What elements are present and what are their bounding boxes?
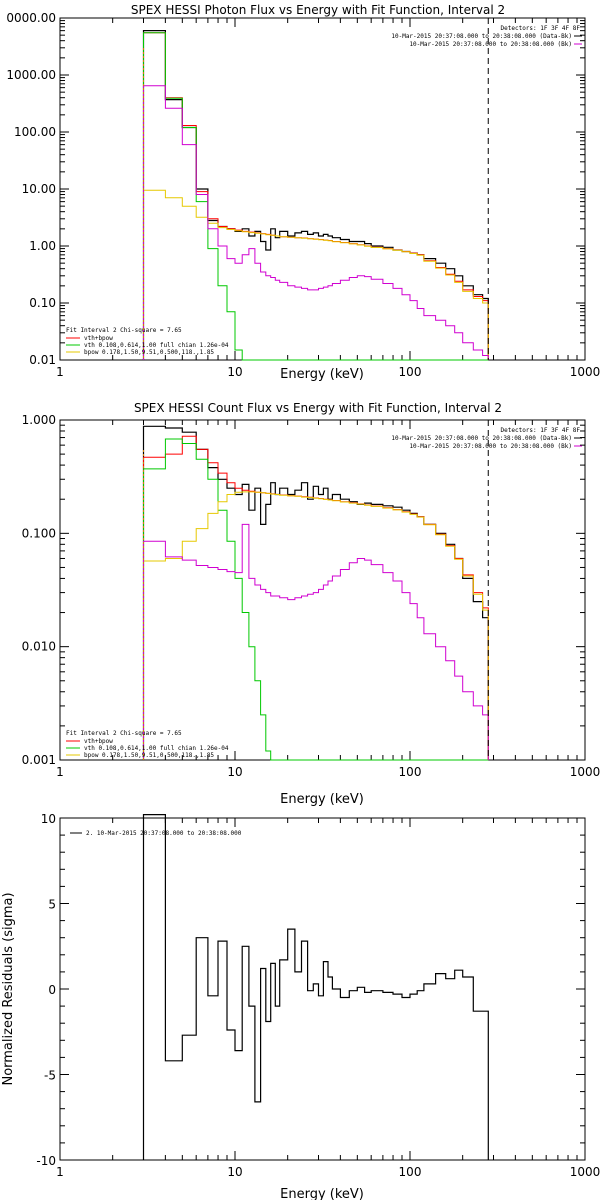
residuals-panel: 1 10 100 1000 -10 -5 0 5 10 Energy (keV) Normali…: [1, 812, 600, 1200]
series-bk: [143, 85, 489, 360]
tick-group: 1 10 100 1000 -10 -5 0 5 10: [36, 812, 600, 1179]
legend-line: 2. 10-Mar-2015 20:37:08.000 to 20:38:08.…: [86, 830, 242, 837]
y-tick-label: -10: [36, 1154, 56, 1168]
x-axis-label: Energy (keV): [280, 1187, 364, 1200]
y-tick-label: 0.01: [29, 353, 56, 367]
legend-line: 10-Mar-2015 20:37:08.000 to 20:38:08.000…: [391, 435, 572, 442]
fit-range-lines: [142, 420, 489, 760]
y-tick-label: 100.00: [14, 125, 56, 139]
series-data-bk: [142, 30, 489, 360]
x-tick-label: 1: [56, 365, 64, 379]
x-axis-label: Energy (keV): [280, 367, 364, 382]
y-tick-label: 1.00: [29, 239, 56, 253]
legend-bottom-left: Fit Interval 2 Chi-square = 7.65 vth+bpo…: [66, 327, 229, 356]
y-tick-label: 0.001: [22, 753, 56, 767]
legend-line: vth+bpow: [84, 738, 113, 745]
legend-line: vth 0.108,0.614,1.00 full chian 1.26e-04: [84, 342, 229, 349]
y-tick-label: 1000.00: [6, 68, 56, 82]
legend-top-right: Detectors: 1F 3F 4F 8F 10-Mar-2015 20:37…: [391, 427, 582, 450]
legend-line: 10-Mar-2015 20:37:08.000 to 20:38:08.000…: [409, 41, 572, 48]
panel-title: SPEX HESSI Count Flux vs Energy with Fit…: [134, 401, 502, 415]
y-tick-label: 0.100: [22, 526, 56, 540]
x-tick-label: 1: [56, 765, 64, 779]
series-vth: [143, 32, 489, 361]
y-tick-label: 10: [41, 812, 56, 826]
legend-line: 10-Mar-2015 20:37:08.000 to 20:38:08.000…: [391, 33, 572, 40]
series-bk: [143, 523, 489, 760]
legend-top-left: 2. 10-Mar-2015 20:37:08.000 to 20:38:08.…: [70, 830, 242, 837]
y-tick-label: 10.00: [22, 182, 56, 196]
x-tick-label: 1000: [570, 1165, 600, 1179]
series-group: [142, 30, 489, 361]
legend-line: Fit Interval 2 Chi-square = 7.65: [66, 327, 182, 334]
photon-flux-panel: SPEX HESSI Photon Flux vs Energy with Fi…: [6, 3, 600, 382]
series-group: [142, 425, 489, 761]
plot-frame: [59, 817, 586, 1161]
series-residuals: [142, 814, 489, 1160]
legend-line: Detectors: 1F 3F 4F 8F: [501, 427, 581, 434]
y-tick-label: -5: [44, 1069, 56, 1083]
x-tick-label: 1000: [570, 365, 600, 379]
x-tick-label: 100: [399, 1165, 422, 1179]
plot-frame: [59, 17, 586, 361]
legend-line: bpow 0.178,1.50,9.51,0.500,118.,1.85: [84, 349, 214, 356]
fit-range-lines: [142, 18, 489, 360]
plot-frame: [59, 419, 586, 761]
tick-group: 1 10 100 1000 0.01 0.10 1.00 10.00 100.00 1000.00…: [6, 11, 600, 379]
y-tick-label: 0000.00: [6, 11, 56, 25]
series-data-bk: [142, 425, 489, 760]
legend-line: vth+bpow: [84, 335, 113, 342]
legend-line: Detectors: 1F 3F 4F 8F: [501, 25, 581, 32]
y-tick-label: 1.000: [22, 413, 56, 427]
series-vth: [143, 438, 489, 761]
y-tick-label: 0.10: [29, 296, 56, 310]
y-tick-label: 0.010: [22, 640, 56, 654]
y-tick-label: 5: [48, 898, 56, 912]
x-tick-label: 10: [227, 765, 242, 779]
series-bpow: [143, 189, 489, 360]
series-bpow: [143, 491, 489, 760]
tick-group: 1 10 100 1000 0.001 0.010 0.100 1.000: [22, 413, 600, 779]
x-tick-label: 1000: [570, 765, 600, 779]
x-tick-label: 100: [399, 365, 422, 379]
legend-top-right: Detectors: 1F 3F 4F 8F 10-Mar-2015 20:37…: [391, 25, 582, 48]
x-axis-label: Energy (keV): [280, 792, 364, 807]
series-vth-bpow: [143, 32, 489, 360]
y-tick-label: 0: [48, 983, 56, 997]
panel-title: SPEX HESSI Photon Flux vs Energy with Fi…: [131, 3, 505, 17]
x-tick-label: 10: [227, 1165, 242, 1179]
y-axis-label: Normalized Residuals (sigma): [1, 892, 16, 1085]
x-tick-label: 100: [399, 765, 422, 779]
count-flux-panel: SPEX HESSI Count Flux vs Energy with Fit…: [22, 401, 600, 807]
legend-line: 10-Mar-2015 20:37:08.000 to 20:38:08.000…: [409, 443, 572, 450]
legend-line: Fit Interval 2 Chi-square = 7.65: [66, 730, 182, 737]
x-tick-label: 1: [56, 1165, 64, 1179]
x-tick-label: 10: [227, 365, 242, 379]
legend-bottom-left: Fit Interval 2 Chi-square = 7.65 vth+bpo…: [66, 730, 229, 759]
legend-line: bpow 0.178,1.50,9.51,0.500,118.,1.85: [84, 752, 214, 759]
legend-line: vth 0.108,0.614,1.00 full chian 1.26e-04: [84, 745, 229, 752]
series-group: [142, 814, 489, 1160]
series-vth-bpow: [143, 435, 489, 760]
